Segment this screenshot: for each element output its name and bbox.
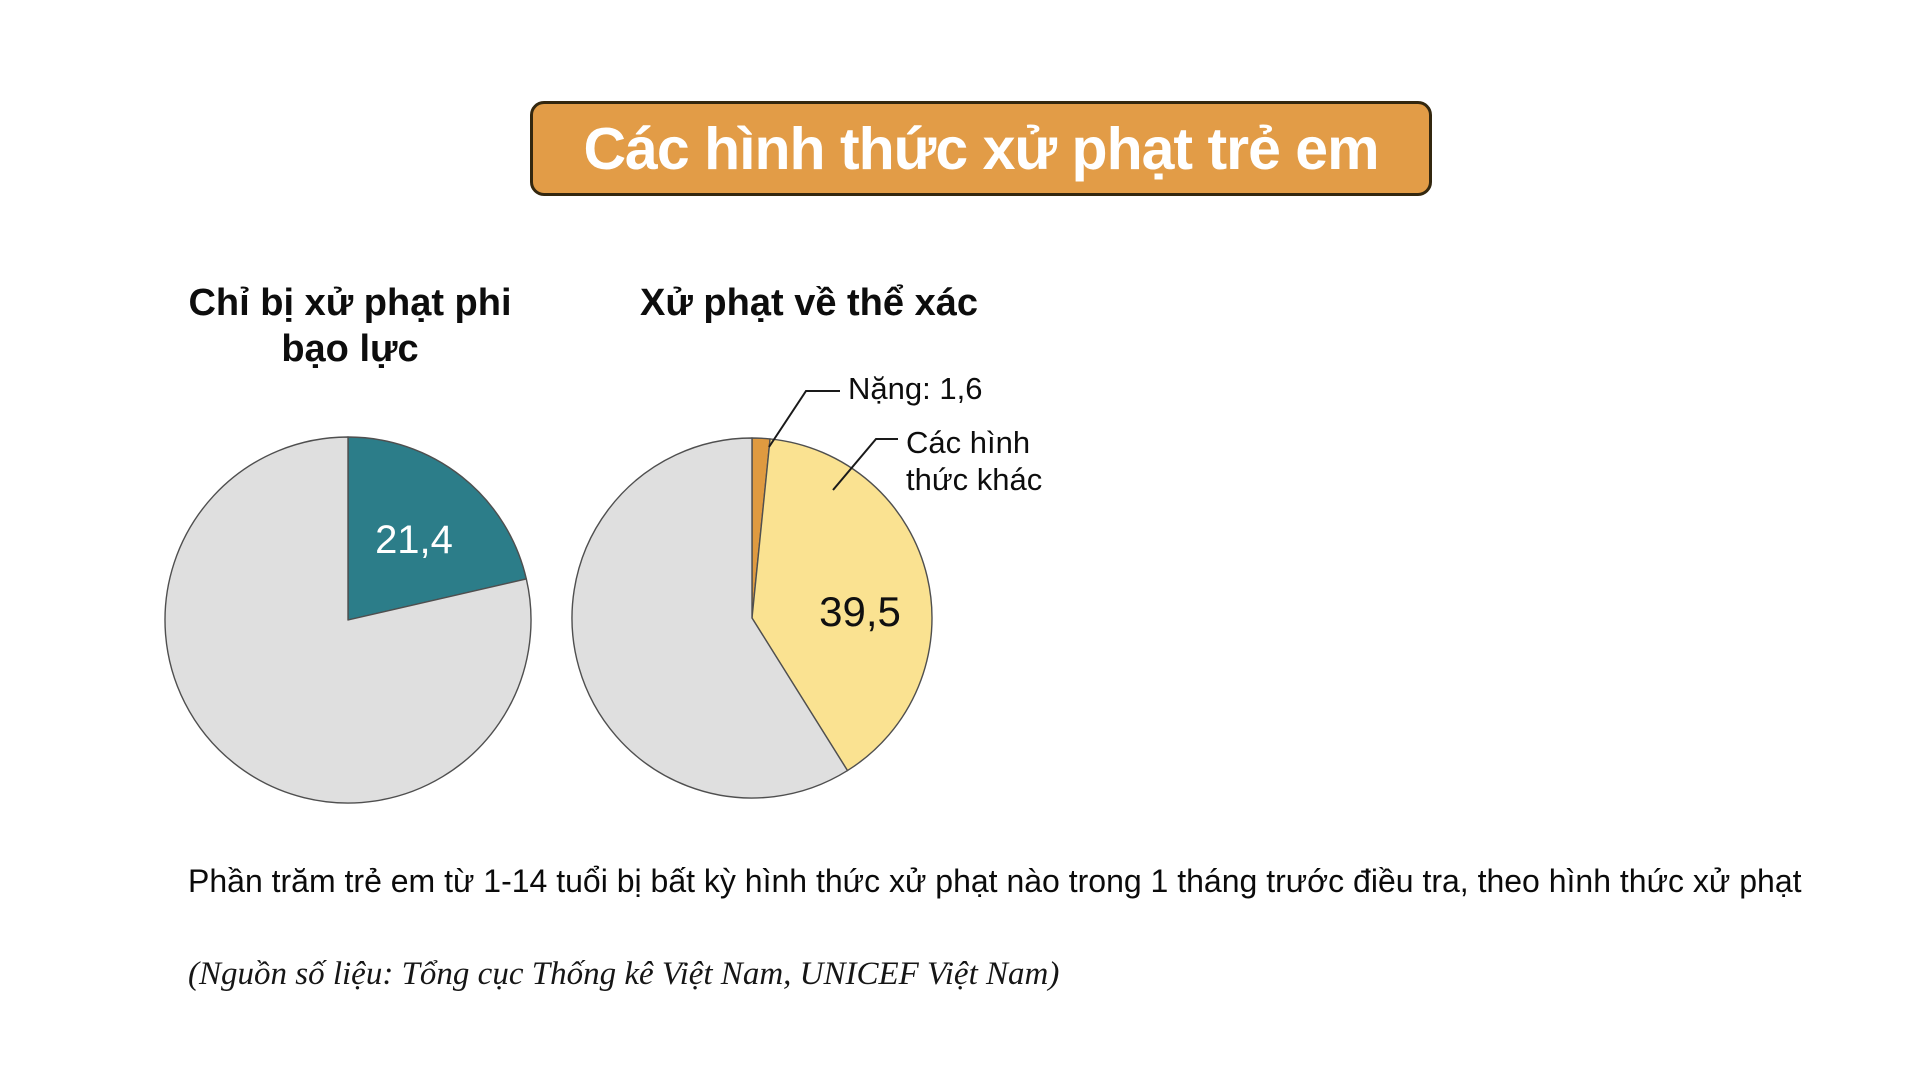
left-pie-title: Chỉ bị xử phạt phi bạo lực [188, 282, 512, 370]
pie-slice-cac-hinh-thuc-khac [751, 438, 933, 772]
pie-right [571, 437, 933, 799]
title-banner: Các hình thức xử phạt trẻ em [530, 101, 1432, 196]
pie-slice-remainder [164, 436, 532, 804]
callout-line-khac [832, 438, 898, 491]
right-pie-title: Xử phạt về thể xác [640, 282, 978, 324]
right-pie-value-label: 39,5 [819, 588, 901, 635]
pie-left [164, 436, 532, 804]
callout-line-nang [768, 390, 840, 448]
pie-slice-remainder [571, 437, 849, 799]
left-pie-value-label: 21,4 [375, 518, 453, 562]
chart-caption: Phần trăm trẻ em từ 1-14 tuổi bị bất kỳ … [188, 863, 1802, 899]
pie-slice-chi-bi-xu-phat-phi-bao-luc [347, 436, 528, 621]
callout-label-nang: Nặng: 1,6 [848, 371, 983, 406]
data-source: (Nguồn số liệu: Tổng cục Thống kê Việt N… [188, 956, 1060, 992]
page-title: Các hình thức xử phạt trẻ em [583, 115, 1379, 182]
callout-label-khac: Các hình thức khác [906, 425, 1043, 497]
